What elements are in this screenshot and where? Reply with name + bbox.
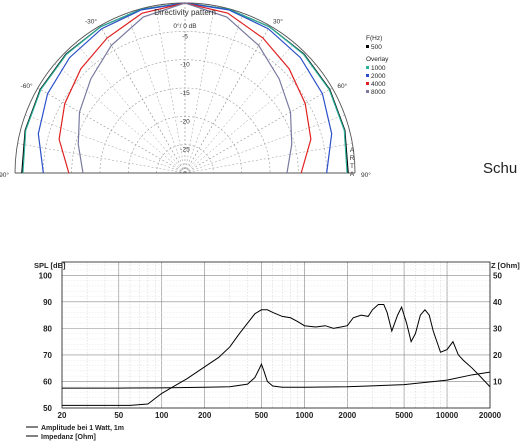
polar-series-group xyxy=(21,2,349,174)
watermark-letter: R xyxy=(350,155,355,162)
polar-angle-label: -90° xyxy=(0,171,9,179)
polar-spoke xyxy=(184,42,295,174)
legend-item-1000: 1000 xyxy=(371,65,386,72)
polar-angle-label: -60° xyxy=(21,82,33,90)
right-axis-title: Z [Ohm] xyxy=(491,261,520,270)
polar-spoke xyxy=(184,5,215,174)
spl-x-tick-label: 200 xyxy=(198,411,212,420)
spl-impedance-chart: SPL [dB] Z [Ohm] 50607080901001020304050… xyxy=(26,261,520,441)
polar-grid xyxy=(14,2,356,174)
spl-y-tick-label: 90 xyxy=(43,298,52,307)
polar-spoke xyxy=(184,25,271,174)
polar-spoke xyxy=(54,63,186,174)
spl-x-tick-label: 500 xyxy=(255,411,269,420)
polar-angle-label: -30° xyxy=(85,18,97,26)
spl-y-tick-label: 100 xyxy=(39,271,53,280)
spl-legend: Amplitude bei 1 Watt, 1m Impedanz [Ohm] xyxy=(26,425,124,441)
polar-spoke xyxy=(184,13,244,174)
polar-spoke xyxy=(184,63,316,174)
legend-item-2000: 2000 xyxy=(371,73,386,80)
spl-x-tick-label: 2000 xyxy=(338,411,356,420)
polar-ring-label: -5 xyxy=(182,33,188,40)
spl-y-tick-label: 70 xyxy=(43,351,52,360)
polar-series-8000 xyxy=(77,2,293,174)
polar-angle-label: 90° xyxy=(361,171,371,179)
side-label: Schu xyxy=(483,160,518,177)
polar-ring-label: -20 xyxy=(180,118,190,125)
legend-overlay-title: Overlay xyxy=(366,56,389,63)
legend-header: F(Hz) xyxy=(366,35,382,42)
spl-x-tick-label: 1000 xyxy=(295,411,313,420)
spl-x-tick-label: 20000 xyxy=(479,411,502,420)
watermark-letter: T xyxy=(350,163,354,170)
polar-top-label: 0°/ 0 dB xyxy=(173,22,196,30)
legend-swatch-1000 xyxy=(366,66,369,69)
arta-watermark: A R T A xyxy=(350,147,355,178)
polar-spoke xyxy=(25,114,186,174)
polar-spoke xyxy=(37,87,186,174)
legend-item-8000: 8000 xyxy=(371,89,386,96)
spl-y-tick-label: 50 xyxy=(43,404,52,413)
polar-legend: F(Hz) 500 Overlay 1000 2000 4000 8000 xyxy=(366,35,389,96)
polar-spoke xyxy=(75,42,186,174)
spl-x-tick-label: 100 xyxy=(155,411,169,420)
polar-ring-label: -25 xyxy=(180,147,190,154)
spl-x-tick-label: 50 xyxy=(114,411,123,420)
legend-swatch-500 xyxy=(366,45,369,48)
spl-grid xyxy=(61,261,491,409)
polar-angle-label: 60° xyxy=(337,82,347,90)
polar-spoke xyxy=(99,25,186,174)
legend-impedance: Impedanz [Ohm] xyxy=(41,434,96,441)
legend-swatch-4000 xyxy=(366,82,369,85)
polar-spoke xyxy=(184,143,353,174)
spl-y2-tick-label: 20 xyxy=(493,351,502,360)
polar-spoke xyxy=(17,143,186,174)
spl-y-tick-label: 80 xyxy=(43,324,52,333)
legend-item-4000: 4000 xyxy=(371,81,386,88)
polar-labels: -5 -10 -15 -20 -25 -90° -60° -30° 30° 60° 90° xyxy=(0,18,371,179)
watermark-letter: A xyxy=(350,171,355,178)
spl-y2-tick-label: 10 xyxy=(493,377,502,386)
polar-spoke xyxy=(184,87,333,174)
legend-swatch-2000 xyxy=(366,74,369,77)
polar-ring-label: -15 xyxy=(180,90,190,97)
amplitude-curve xyxy=(62,303,491,406)
polar-spoke xyxy=(184,114,345,174)
legend-item-500: 500 xyxy=(371,44,382,51)
spl-y2-tick-label: 30 xyxy=(493,324,502,333)
impedance-curve xyxy=(62,362,491,389)
polar-angle-label: 30° xyxy=(273,18,283,26)
spl-y2-tick-label: 40 xyxy=(493,298,502,307)
spl-series-group xyxy=(62,303,491,406)
polar-ring xyxy=(43,31,327,174)
polar-chart-title: Directivity pattern xyxy=(154,8,216,17)
spl-x-tick-label: 10000 xyxy=(436,411,459,420)
spl-tick-labels: 50 60 70 80 90 100 10 20 30 40 50 20 50 100 200 500 1000… xyxy=(39,271,503,420)
spl-plot-frame xyxy=(61,261,491,409)
watermark-letter: A xyxy=(350,147,355,154)
polar-spoke xyxy=(155,5,186,174)
spl-x-tick-label: 20 xyxy=(58,411,67,420)
spl-y2-tick-label: 50 xyxy=(493,271,502,280)
directivity-polar-chart: -5 -10 -15 -20 -25 -90° -60° -30° 30° 60° 90° Dire… xyxy=(0,2,389,179)
legend-amplitude: Amplitude bei 1 Watt, 1m xyxy=(41,425,124,432)
legend-swatch-8000 xyxy=(366,90,369,93)
spl-x-tick-label: 5000 xyxy=(395,411,413,420)
polar-spoke xyxy=(126,13,186,174)
polar-ring-label: -10 xyxy=(180,62,190,69)
spl-y-tick-label: 60 xyxy=(43,377,52,386)
left-axis-title: SPL [dB] xyxy=(34,261,66,270)
